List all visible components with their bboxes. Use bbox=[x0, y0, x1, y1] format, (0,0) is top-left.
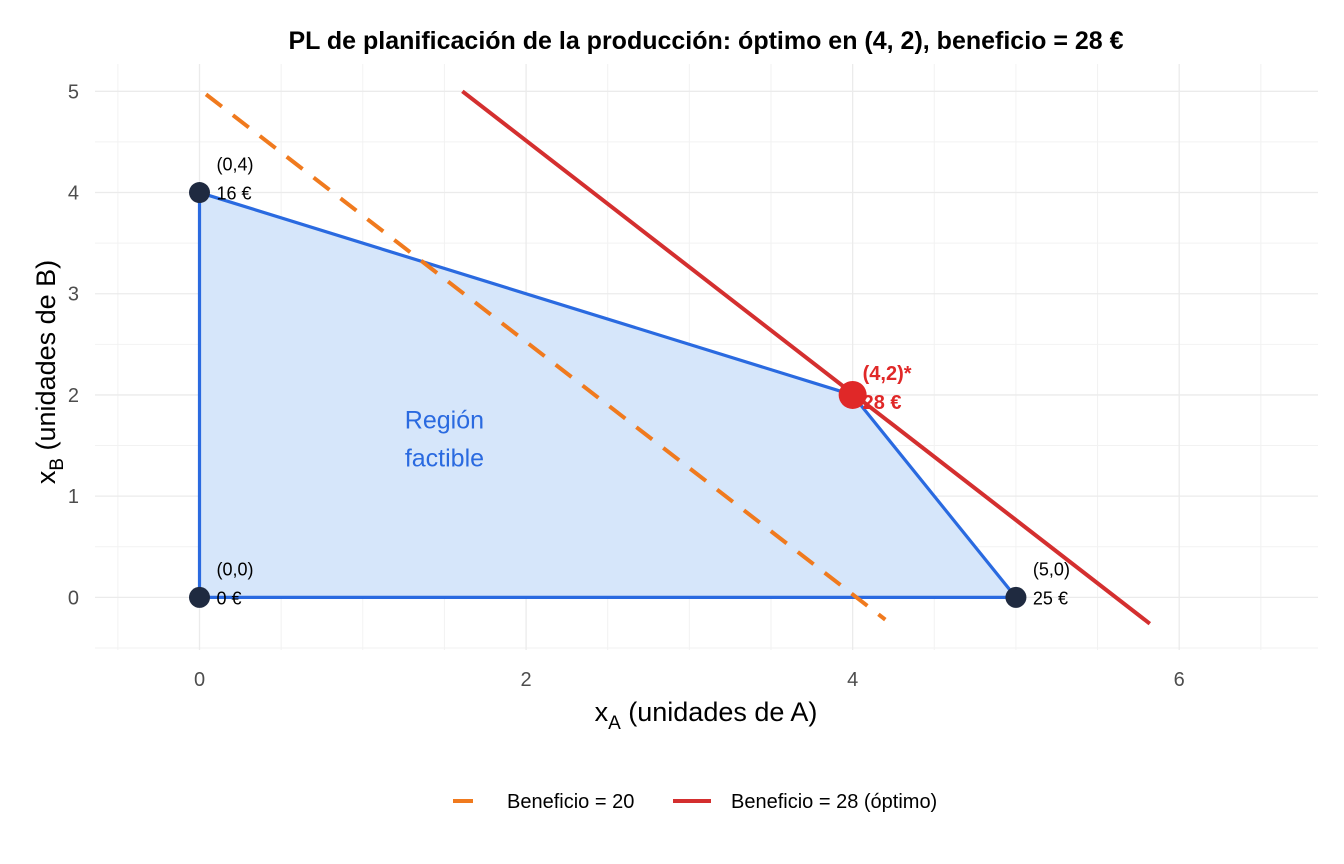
y-axis-label-main: x bbox=[31, 470, 61, 484]
y-tick-label: 1 bbox=[68, 486, 79, 508]
vertex-value: 16 € bbox=[217, 184, 252, 204]
vertex-label: (0,4) bbox=[217, 155, 254, 175]
y-tick-label: 0 bbox=[68, 587, 79, 609]
chart-title: PL de planificación de la producción: óp… bbox=[288, 27, 1123, 55]
x-axis-ticks: 0 2 4 6 bbox=[194, 669, 1185, 691]
y-axis-label-rest: (unidades de B) bbox=[31, 260, 61, 458]
optimal-vertex-point bbox=[838, 380, 867, 409]
vertex-points bbox=[189, 182, 1027, 608]
y-tick-label: 5 bbox=[68, 81, 79, 103]
series-line-2 bbox=[461, 89, 1152, 626]
series-line-1 bbox=[204, 92, 887, 622]
x-tick-label: 2 bbox=[521, 669, 532, 691]
x-axis-label-rest: (unidades de A) bbox=[621, 697, 818, 727]
region-label-line2: factible bbox=[405, 445, 484, 473]
x-axis-label-main: x bbox=[595, 697, 609, 727]
region-label-line1: Región bbox=[405, 407, 484, 435]
x-tick-label: 0 bbox=[194, 669, 205, 691]
vertex-label: (0,0) bbox=[217, 559, 254, 579]
y-tick-label: 4 bbox=[68, 183, 79, 205]
series-lines bbox=[204, 89, 1152, 626]
y-axis-label: xB (unidades de B) bbox=[31, 260, 68, 484]
vertex-value: 25 € bbox=[1033, 588, 1068, 608]
vertex-labels: (0,0) 0 € (0,4) 16 € (5,0) 25 € (4,2)* 28 € bbox=[217, 155, 1070, 609]
legend: Beneficio = 20 Beneficio = 28 (óptimo) bbox=[453, 791, 937, 813]
optimal-vertex-label: (4,2)* bbox=[863, 363, 912, 385]
legend-label-1: Beneficio = 20 bbox=[507, 791, 634, 813]
y-axis-ticks: 0 1 2 3 4 5 bbox=[68, 81, 79, 609]
x-tick-label: 4 bbox=[847, 669, 858, 691]
vertex-point bbox=[1005, 586, 1027, 608]
y-tick-label: 2 bbox=[68, 385, 79, 407]
legend-label-2: Beneficio = 28 (óptimo) bbox=[731, 791, 937, 813]
x-tick-label: 6 bbox=[1174, 669, 1185, 691]
y-tick-label: 3 bbox=[68, 284, 79, 306]
vertex-value: 0 € bbox=[217, 588, 242, 608]
vertex-point bbox=[189, 586, 211, 608]
y-axis-label-sub: B bbox=[47, 458, 68, 471]
vertex-label: (5,0) bbox=[1033, 559, 1070, 579]
vertex-point bbox=[189, 182, 211, 204]
x-axis-label-sub: A bbox=[608, 713, 621, 734]
optimal-vertex-value: 28 € bbox=[863, 392, 902, 414]
x-axis-label: xA (unidades de A) bbox=[595, 697, 818, 734]
